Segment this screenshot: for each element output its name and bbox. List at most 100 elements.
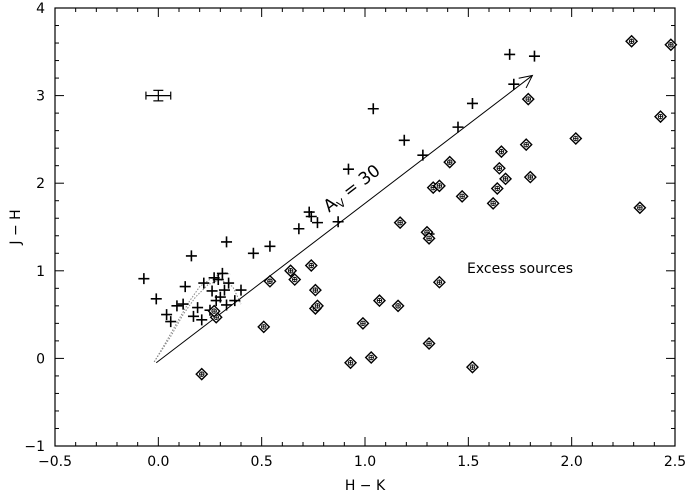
diamond-inner-cross bbox=[267, 279, 272, 284]
plus-point bbox=[198, 277, 210, 289]
diamond-inner-cross bbox=[288, 268, 293, 273]
diamond-inner-cross bbox=[470, 365, 475, 370]
excess-point bbox=[443, 155, 457, 169]
x-tick-label: −0.5 bbox=[38, 454, 72, 470]
plus-point bbox=[192, 302, 204, 314]
y-axis-label: J − H bbox=[8, 209, 24, 245]
plus-point bbox=[221, 236, 233, 248]
diamond-inner-circle bbox=[426, 340, 432, 347]
diamond-inner-circle bbox=[426, 235, 432, 242]
plus-point bbox=[504, 48, 516, 60]
diamond-inner-cross bbox=[214, 315, 219, 320]
annotations: Excess sources bbox=[467, 261, 573, 277]
excess-point bbox=[432, 275, 446, 289]
diamond-inner-cross bbox=[425, 230, 429, 235]
locus-curve bbox=[153, 279, 242, 363]
plus-point bbox=[305, 210, 317, 222]
diamond-inner-circle bbox=[360, 320, 366, 327]
excess-point bbox=[372, 294, 386, 308]
plus-point bbox=[332, 216, 344, 228]
diamond-inner-cross bbox=[437, 280, 442, 285]
diamond-inner-circle bbox=[527, 174, 534, 180]
excess-point bbox=[304, 259, 318, 273]
diamond-inner-circle bbox=[397, 219, 403, 226]
excess-point bbox=[432, 179, 446, 193]
x-axis-label: H − K bbox=[345, 478, 386, 494]
plus-point bbox=[293, 223, 305, 235]
excess-point bbox=[344, 356, 358, 370]
diamond-inner-circle bbox=[502, 176, 509, 182]
plus-point bbox=[150, 293, 162, 305]
y-tick-label: −1 bbox=[24, 439, 45, 455]
typical-error-bar bbox=[145, 89, 172, 102]
x-tick-label: 0.0 bbox=[147, 454, 169, 470]
x-tick-label: 0.5 bbox=[251, 454, 273, 470]
plus-point bbox=[311, 217, 323, 229]
plus-point bbox=[342, 163, 354, 175]
diamond-inner-cross bbox=[499, 149, 504, 154]
diamond-inner-circle bbox=[498, 148, 505, 155]
diamond-inner-circle bbox=[637, 204, 643, 211]
diamond-inner-circle bbox=[291, 276, 298, 283]
plus-point bbox=[221, 299, 233, 311]
diamond-inner-circle bbox=[347, 360, 354, 366]
diamond-inner-cross bbox=[491, 201, 496, 206]
plus-point bbox=[235, 284, 247, 296]
diamond-inner-circle bbox=[490, 200, 496, 207]
x-tick-label: 1.5 bbox=[457, 454, 479, 470]
plus-point bbox=[138, 273, 150, 285]
plus-point bbox=[187, 310, 199, 322]
excess-point bbox=[308, 283, 322, 297]
plus-point bbox=[179, 281, 191, 293]
diamond-inner-circle bbox=[287, 268, 294, 274]
diamond-inner-cross bbox=[528, 175, 533, 180]
plus-point bbox=[466, 97, 478, 109]
excess-point bbox=[499, 172, 513, 186]
plus-point bbox=[171, 300, 183, 312]
diamond-inner-cross bbox=[377, 298, 382, 303]
diamond-inner-cross bbox=[199, 372, 204, 377]
excess-point bbox=[391, 299, 405, 313]
diamond-inner-circle bbox=[267, 278, 273, 285]
excess-point bbox=[263, 274, 277, 288]
diamond-inner-circle bbox=[494, 185, 501, 192]
diamond-inner-cross bbox=[396, 303, 401, 308]
diamond-inner-cross bbox=[497, 166, 502, 171]
diamond-inner-cross bbox=[309, 263, 314, 268]
plus-point bbox=[218, 284, 230, 296]
diamond-inner-circle bbox=[459, 193, 465, 200]
plus-point bbox=[161, 309, 173, 321]
diamond-inner-cross bbox=[460, 194, 465, 199]
diamond-inner-circle bbox=[260, 324, 267, 330]
excess-point bbox=[465, 360, 479, 374]
excess-point bbox=[486, 196, 500, 210]
excess-point bbox=[257, 320, 271, 334]
diamond-inner-circle bbox=[211, 308, 217, 314]
y-tick-label: 2 bbox=[36, 176, 45, 192]
plus-series bbox=[138, 48, 540, 328]
excess-point bbox=[288, 273, 302, 287]
diamond-inner-cross bbox=[503, 176, 508, 181]
excess-point bbox=[364, 351, 378, 365]
diamond-inner-circle bbox=[312, 287, 319, 293]
excess-point bbox=[569, 132, 583, 146]
diamond-inner-cross bbox=[668, 42, 673, 47]
plus-point bbox=[214, 291, 226, 303]
diamond-inner-cross bbox=[573, 136, 578, 141]
excess-point bbox=[490, 181, 504, 195]
diamond-inner-cross bbox=[629, 39, 634, 44]
diamond-inner-cross bbox=[526, 97, 531, 102]
diamond-inner-circle bbox=[628, 38, 635, 45]
diamond-inner-cross bbox=[369, 355, 374, 360]
plus-point bbox=[508, 78, 520, 90]
diamond-inner-cross bbox=[315, 303, 320, 308]
diamond-inner-cross bbox=[348, 360, 353, 365]
excess-point bbox=[633, 201, 647, 215]
plus-point bbox=[229, 295, 241, 307]
diamond-inner-cross bbox=[427, 236, 432, 241]
diamond-inner-circle bbox=[395, 303, 401, 309]
excess-point bbox=[455, 189, 469, 203]
diamond-inner-circle bbox=[308, 262, 315, 269]
